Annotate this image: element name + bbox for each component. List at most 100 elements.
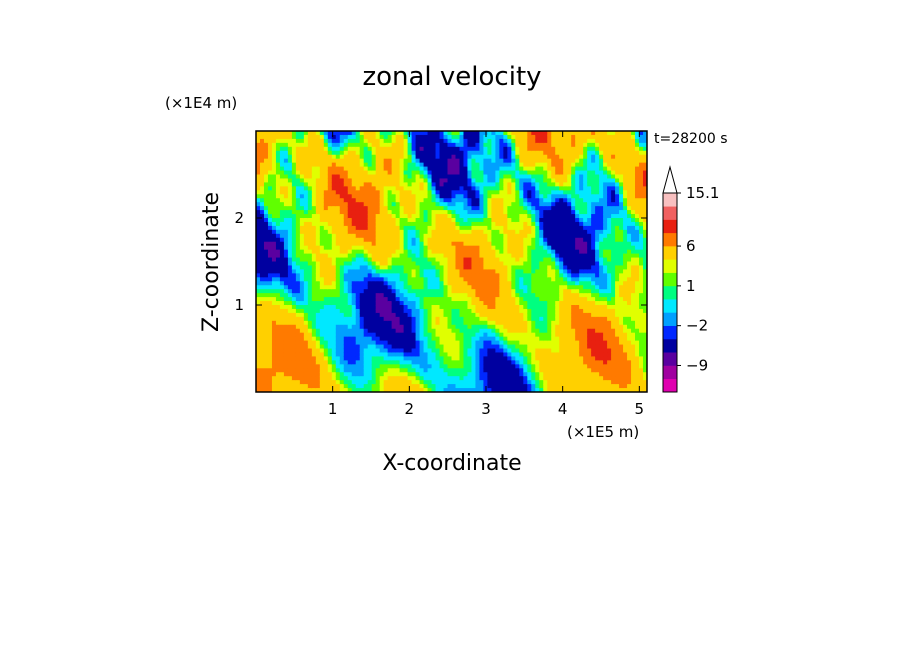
heatmap-cell [379, 186, 385, 191]
heatmap-cell [427, 285, 433, 290]
heatmap-cell [459, 285, 465, 290]
heatmap-cell [463, 281, 469, 286]
heatmap-cell [551, 253, 556, 259]
heatmap-cell [511, 312, 516, 318]
heatmap-cell [511, 277, 516, 282]
heatmap-cell [495, 332, 500, 338]
heatmap-cell [263, 384, 269, 389]
heatmap-cell [275, 202, 281, 207]
heatmap-cell [535, 328, 540, 334]
heatmap-cell [503, 348, 508, 354]
heatmap-cell [407, 273, 413, 278]
heatmap-cell [395, 340, 401, 346]
heatmap-cell [303, 131, 309, 136]
heatmap-cell [535, 261, 540, 267]
heatmap-cell [407, 142, 413, 148]
heatmap-cell [299, 372, 305, 377]
heatmap-cell [419, 316, 425, 322]
heatmap-cell [267, 305, 273, 310]
heatmap-cell [535, 221, 540, 227]
heatmap-cell [399, 348, 405, 354]
heatmap-cell [451, 380, 457, 385]
heatmap-cell [503, 380, 508, 385]
heatmap-cell [347, 293, 353, 298]
heatmap-cell [371, 364, 377, 369]
heatmap-cell [287, 178, 293, 183]
heatmap-cell [259, 376, 265, 381]
heatmap-cell [399, 202, 405, 207]
heatmap-cell [287, 348, 293, 354]
heatmap-cell [475, 210, 481, 215]
heatmap-cell [283, 202, 289, 207]
heatmap-cell [507, 388, 512, 392]
heatmap-cell [459, 297, 465, 302]
heatmap-cell [391, 332, 397, 338]
heatmap-cell [283, 384, 289, 389]
heatmap-cell [399, 225, 405, 231]
heatmap-cell [519, 265, 524, 270]
heatmap-cell [535, 241, 540, 247]
heatmap-cell [363, 384, 369, 389]
heatmap-cell [535, 316, 540, 322]
heatmap-cell [519, 182, 524, 187]
heatmap-cell [395, 265, 401, 270]
heatmap-cell [455, 194, 461, 199]
heatmap-cell [355, 340, 361, 346]
heatmap-cell [495, 277, 500, 282]
heatmap-cell [359, 214, 365, 219]
heatmap-cell [547, 190, 552, 195]
heatmap-cell [535, 380, 540, 385]
heatmap-cell [483, 202, 489, 207]
heatmap-cell [479, 324, 485, 330]
heatmap-cell [391, 170, 397, 176]
heatmap-cell [515, 320, 520, 326]
heatmap-cell [423, 174, 429, 180]
heatmap-cell [351, 388, 357, 392]
heatmap-cell [387, 198, 393, 203]
heatmap-cell [487, 356, 492, 361]
heatmap-cell [523, 301, 528, 306]
heatmap-cell [511, 364, 516, 369]
heatmap-cell [423, 305, 429, 310]
chart-title: zonal velocity [362, 62, 541, 92]
heatmap-cell [407, 348, 413, 354]
heatmap-cell [423, 384, 429, 389]
heatmap-cell [287, 289, 293, 294]
heatmap-cell [383, 218, 389, 223]
heatmap-cell [543, 372, 548, 377]
heatmap-cell [447, 142, 453, 148]
heatmap-cell [423, 166, 429, 172]
heatmap-cell [551, 348, 556, 354]
heatmap-cell [367, 356, 373, 361]
heatmap-cell [283, 332, 289, 338]
heatmap-cell [327, 348, 333, 354]
heatmap-cell [299, 142, 305, 148]
heatmap-cell [335, 229, 341, 235]
heatmap-cell [355, 281, 361, 286]
heatmap-cell [475, 218, 481, 223]
heatmap-cell [539, 308, 544, 314]
heatmap-cell [343, 388, 349, 392]
heatmap-cell [423, 376, 429, 381]
heatmap-cell [263, 352, 269, 357]
heatmap-cell [403, 186, 409, 191]
heatmap-cell [455, 237, 461, 243]
heatmap-cell [515, 364, 520, 369]
heatmap-cell [303, 293, 309, 298]
heatmap-cell [487, 340, 492, 346]
heatmap-cell [319, 344, 325, 350]
heatmap-cell [519, 158, 524, 164]
heatmap-cell [379, 305, 385, 310]
heatmap-cell [423, 336, 429, 342]
heatmap-cell [423, 289, 429, 294]
heatmap-cell [471, 146, 477, 152]
heatmap-cell [315, 269, 321, 274]
heatmap-cell [471, 245, 477, 251]
heatmap-cell [351, 348, 357, 354]
heatmap-cell [367, 233, 373, 239]
heatmap-cell [447, 218, 453, 223]
heatmap-cell [539, 376, 544, 381]
heatmap-cell [475, 301, 481, 306]
heatmap-cell [391, 210, 397, 215]
heatmap-cell [551, 328, 556, 334]
